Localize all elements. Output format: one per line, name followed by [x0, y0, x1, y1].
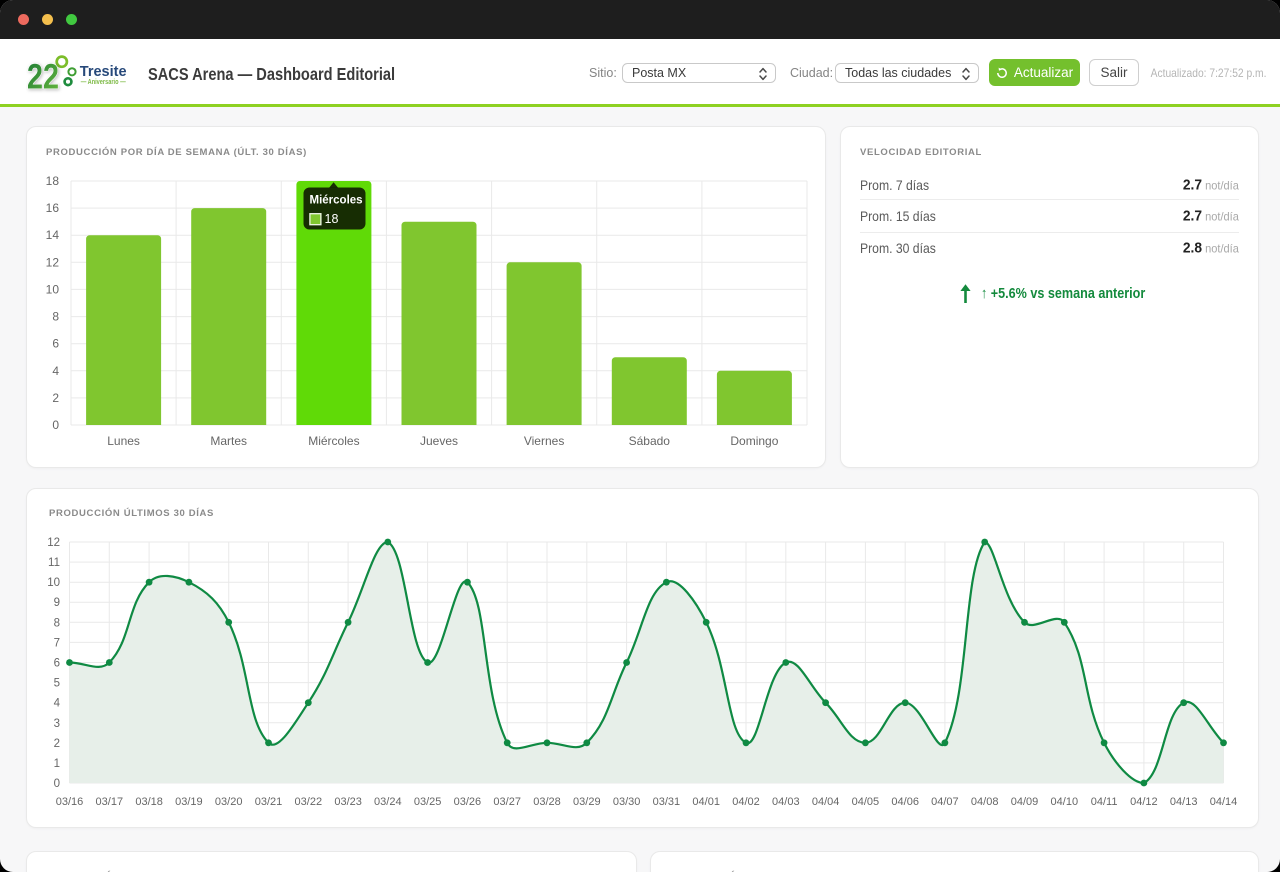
svg-text:03/27: 03/27: [493, 796, 521, 808]
svg-text:7: 7: [54, 637, 60, 649]
svg-text:03/31: 03/31: [653, 796, 681, 808]
svg-text:04/04: 04/04: [812, 796, 840, 808]
svg-text:03/24: 03/24: [374, 796, 402, 808]
svg-text:1: 1: [54, 758, 60, 770]
svg-text:Viernes: Viernes: [524, 434, 564, 448]
svg-text:8: 8: [52, 310, 59, 324]
svg-text:18: 18: [46, 174, 60, 188]
svg-text:5: 5: [54, 678, 60, 690]
svg-text:04/11: 04/11: [1091, 796, 1118, 808]
svg-text:04/14: 04/14: [1210, 796, 1238, 808]
svg-text:2: 2: [52, 391, 59, 405]
svg-text:04/06: 04/06: [891, 796, 919, 808]
svg-text:— Aniversario —: — Aniversario —: [81, 77, 126, 86]
svg-text:12: 12: [47, 537, 60, 549]
svg-text:12: 12: [46, 255, 60, 269]
svg-text:03/28: 03/28: [533, 796, 561, 808]
svg-text:04/01: 04/01: [692, 796, 720, 808]
svg-text:03/25: 03/25: [414, 796, 442, 808]
svg-text:4: 4: [52, 364, 59, 378]
svg-text:04/08: 04/08: [971, 796, 999, 808]
svg-text:10: 10: [47, 577, 60, 589]
svg-text:04/12: 04/12: [1130, 796, 1158, 808]
svg-text:22: 22: [27, 57, 59, 96]
svg-text:Tresite: Tresite: [80, 64, 127, 80]
svg-text:03/19: 03/19: [175, 796, 203, 808]
svg-text:4: 4: [54, 698, 61, 710]
svg-text:03/17: 03/17: [96, 796, 124, 808]
svg-text:04/13: 04/13: [1170, 796, 1198, 808]
svg-text:03/26: 03/26: [454, 796, 482, 808]
svg-text:0: 0: [54, 778, 60, 790]
svg-text:6: 6: [52, 337, 59, 351]
svg-text:03/16: 03/16: [56, 796, 84, 808]
svg-text:0: 0: [52, 418, 59, 432]
svg-text:Martes: Martes: [210, 434, 247, 448]
svg-text:03/29: 03/29: [573, 796, 601, 808]
svg-text:Miércoles: Miércoles: [308, 434, 359, 448]
svg-text:04/02: 04/02: [732, 796, 760, 808]
svg-text:Jueves: Jueves: [420, 434, 458, 448]
svg-text:03/23: 03/23: [334, 796, 362, 808]
svg-text:14: 14: [46, 228, 60, 242]
svg-text:10: 10: [46, 282, 60, 296]
svg-text:16: 16: [46, 201, 60, 215]
svg-text:04/09: 04/09: [1011, 796, 1039, 808]
svg-text:2: 2: [54, 738, 60, 750]
svg-text:04/10: 04/10: [1051, 796, 1079, 808]
svg-text:04/03: 04/03: [772, 796, 800, 808]
svg-text:3: 3: [54, 718, 60, 730]
svg-text:6: 6: [54, 658, 60, 670]
svg-text:03/20: 03/20: [215, 796, 243, 808]
svg-text:03/21: 03/21: [255, 796, 283, 808]
svg-text:11: 11: [48, 557, 60, 569]
svg-text:03/22: 03/22: [295, 796, 323, 808]
svg-text:Domingo: Domingo: [730, 434, 778, 448]
svg-text:8: 8: [54, 617, 60, 629]
svg-text:Lunes: Lunes: [107, 434, 140, 448]
svg-text:Miércoles: Miércoles: [310, 195, 363, 207]
svg-text:18: 18: [325, 212, 339, 226]
svg-text:04/07: 04/07: [931, 796, 959, 808]
svg-text:03/18: 03/18: [135, 796, 163, 808]
svg-text:03/30: 03/30: [613, 796, 641, 808]
svg-text:9: 9: [54, 597, 60, 609]
svg-text:04/05: 04/05: [852, 796, 880, 808]
svg-text:Sábado: Sábado: [629, 434, 671, 448]
